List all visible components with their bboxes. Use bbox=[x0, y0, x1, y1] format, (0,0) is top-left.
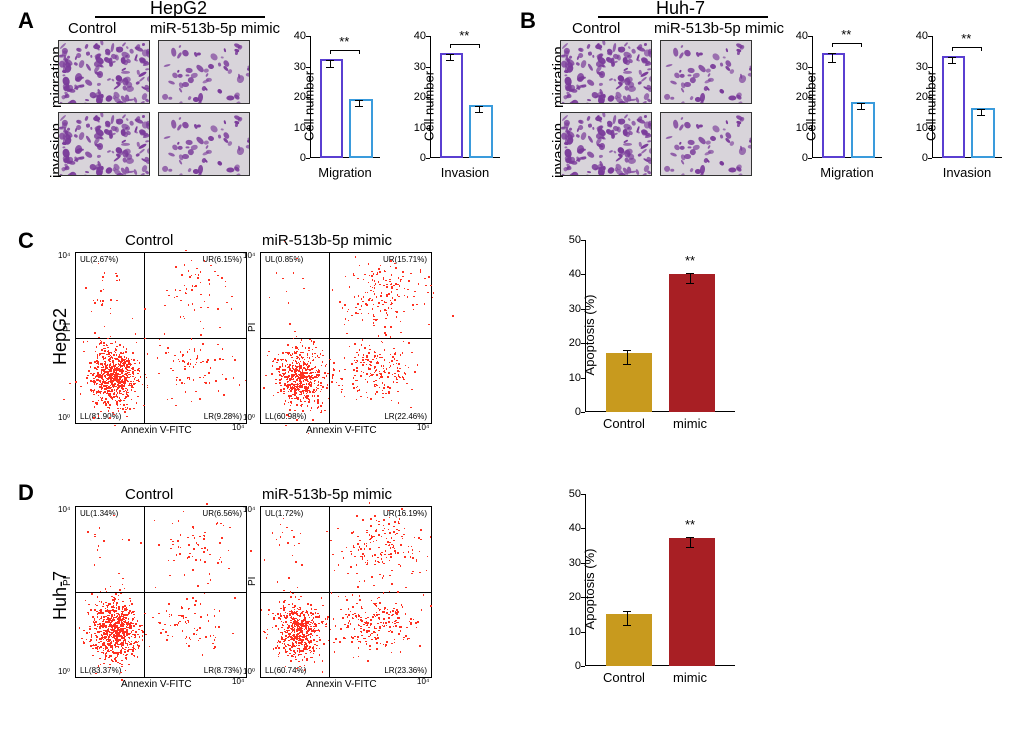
panel-a-micro-inv-mimic bbox=[158, 112, 250, 176]
panel-b-micro-inv-control bbox=[560, 112, 652, 176]
panel-b-micro-inv-mimic bbox=[660, 112, 752, 176]
panel-c-flow-control: UL(2.67%)UR(6.15%)LL(81.90%)LR(9.28%)PIA… bbox=[75, 252, 247, 424]
panel-a-title: HepG2 bbox=[150, 0, 207, 19]
panel-b-micro-mig-mimic bbox=[660, 40, 752, 104]
panel-c-bar-apoptosis: 01020304050Apoptosis (%)**Controlmimic bbox=[545, 240, 735, 430]
panel-a-control-label: Control bbox=[68, 20, 116, 37]
panel-a-micro-inv-control bbox=[58, 112, 150, 176]
panel-b-bar-migration: 010203040Cell numberMigration** bbox=[772, 36, 882, 176]
panel-c-control-label: Control bbox=[125, 232, 173, 249]
panel-c-flow-mimic: UL(0.85%)UR(15.71%)LL(60.98%)LR(22.46%)P… bbox=[260, 252, 432, 424]
panel-c-label: C bbox=[18, 228, 34, 254]
panel-a-bar-migration: 010203040Cell numberMigration** bbox=[270, 36, 380, 176]
panel-c-rowtitle: HepG2 bbox=[50, 308, 71, 365]
panel-b-label: B bbox=[520, 8, 536, 34]
panel-d-label: D bbox=[18, 480, 34, 506]
panel-a-micro-mig-control bbox=[58, 40, 150, 104]
panel-b-bar-invasion: 010203040Cell numberInvasion** bbox=[892, 36, 1002, 176]
panel-b-title: Huh-7 bbox=[656, 0, 705, 19]
panel-a-label: A bbox=[18, 8, 34, 34]
panel-b-mimic-label: miR-513b-5p mimic bbox=[654, 20, 784, 37]
panel-d-mimic-label: miR-513b-5p mimic bbox=[262, 486, 392, 503]
panel-b-micro-mig-control bbox=[560, 40, 652, 104]
panel-d-bar-apoptosis: 01020304050Apoptosis (%)**Controlmimic bbox=[545, 494, 735, 684]
panel-b-control-label: Control bbox=[572, 20, 620, 37]
panel-d-flow-mimic: UL(1.72%)UR(16.19%)LL(60.74%)LR(23.36%)P… bbox=[260, 506, 432, 678]
panel-d-flow-control: UL(1.34%)UR(6.56%)LL(83.37%)LR(8.73%)PIA… bbox=[75, 506, 247, 678]
panel-d-control-label: Control bbox=[125, 486, 173, 503]
panel-a-bar-invasion: 010203040Cell numberInvasion** bbox=[390, 36, 500, 176]
panel-a-mimic-label: miR-513b-5p mimic bbox=[150, 20, 280, 37]
panel-c-mimic-label: miR-513b-5p mimic bbox=[262, 232, 392, 249]
panel-a-micro-mig-mimic bbox=[158, 40, 250, 104]
